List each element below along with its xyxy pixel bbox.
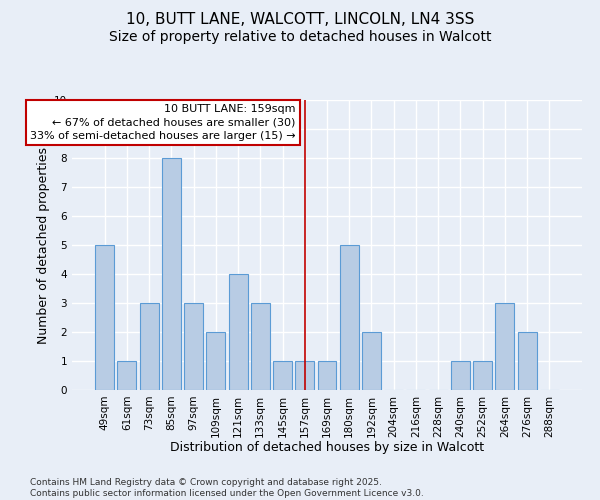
Bar [496,303,514,390]
Bar [162,158,181,390]
Bar [362,332,381,390]
Bar [317,361,337,390]
Bar [340,245,359,390]
Bar [273,361,292,390]
Bar [184,303,203,390]
Text: 10, BUTT LANE, WALCOTT, LINCOLN, LN4 3SS: 10, BUTT LANE, WALCOTT, LINCOLN, LN4 3SS [126,12,474,28]
Bar [95,245,114,390]
Bar [206,332,225,390]
Bar [140,303,158,390]
Bar [118,361,136,390]
Bar [229,274,248,390]
Bar [451,361,470,390]
Text: Contains HM Land Registry data © Crown copyright and database right 2025.
Contai: Contains HM Land Registry data © Crown c… [30,478,424,498]
Text: Size of property relative to detached houses in Walcott: Size of property relative to detached ho… [109,30,491,44]
Text: 10 BUTT LANE: 159sqm
← 67% of detached houses are smaller (30)
33% of semi-detac: 10 BUTT LANE: 159sqm ← 67% of detached h… [30,104,296,141]
Bar [251,303,270,390]
Bar [473,361,492,390]
X-axis label: Distribution of detached houses by size in Walcott: Distribution of detached houses by size … [170,441,484,454]
Y-axis label: Number of detached properties: Number of detached properties [37,146,50,344]
Bar [518,332,536,390]
Bar [295,361,314,390]
